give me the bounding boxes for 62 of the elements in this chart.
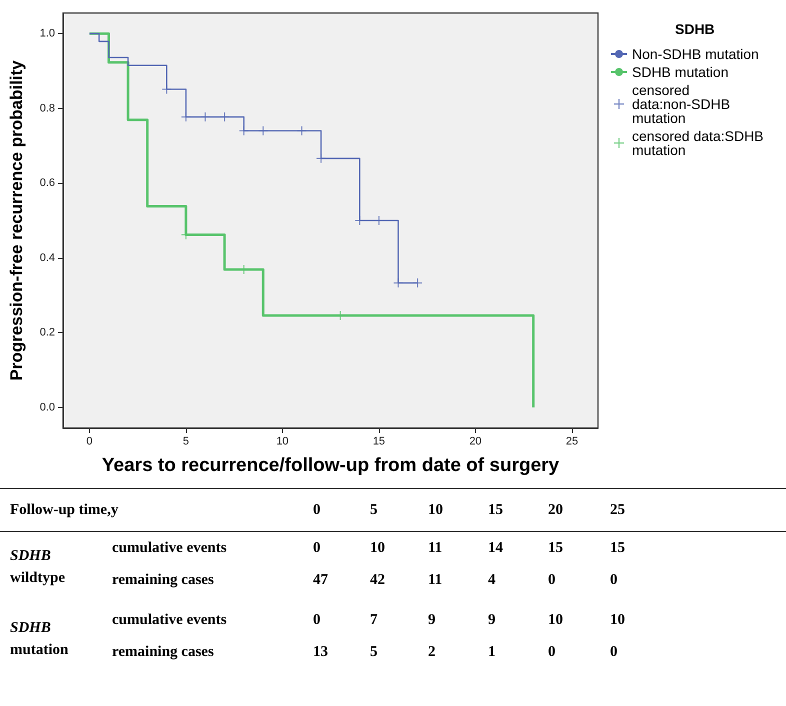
y-axis-title: Progression-free recurrence probability [7, 60, 26, 381]
text: cumulative events [112, 540, 227, 557]
text: 0 [313, 612, 320, 629]
text: 13 [313, 644, 328, 661]
text: 9 [428, 612, 436, 629]
text: 0 [610, 572, 618, 589]
text: 15 [488, 502, 503, 519]
y-tick-label: 0.2 [40, 326, 55, 339]
legend-label: Non-SDHB mutation [632, 46, 759, 62]
text: SDHB wildtype [10, 547, 66, 588]
text: 14 [488, 540, 503, 557]
text: 4 [488, 572, 496, 589]
text: SDHB mutation [10, 619, 68, 660]
text: 10 [548, 612, 563, 629]
text: 1 [488, 644, 496, 661]
text: remaining cases [112, 572, 214, 589]
legend-title: SDHB [675, 21, 715, 37]
point [297, 126, 306, 136]
text: 11 [428, 540, 442, 557]
text: Follow-up time,y [10, 502, 118, 519]
point [239, 126, 248, 136]
text: cumulative events [112, 612, 227, 629]
legend-label: censored data:SDHB mutation [632, 128, 768, 158]
text: 9 [488, 612, 496, 629]
x-tick-label: 5 [182, 436, 190, 448]
text: 0 [548, 572, 556, 589]
legend-label: SDHB mutation [632, 64, 728, 80]
text: 10 [370, 540, 385, 557]
text: 0 [548, 644, 556, 661]
x-tick-label: 20 [469, 436, 482, 448]
y-tick-label: 0.8 [40, 102, 55, 114]
y-tick-label: 0.4 [40, 252, 55, 264]
y-tick-label: 1.0 [40, 28, 55, 40]
text: 0 [610, 644, 618, 661]
text: 10 [610, 612, 625, 629]
text: 10 [428, 502, 443, 519]
legend-label: censored data:non-SDHB mutation [632, 82, 734, 126]
x-tick-label: 10 [276, 436, 289, 448]
text: 42 [370, 572, 385, 589]
text: 47 [313, 572, 328, 589]
text: 0 [313, 502, 320, 519]
x-tick-label: 15 [372, 436, 386, 448]
y-tick-label: 0.0 [40, 401, 55, 414]
y-tick-label: 0.6 [40, 177, 55, 190]
point [200, 112, 210, 122]
text: 15 [610, 540, 625, 557]
x-tick-label: 0 [86, 436, 93, 448]
text: 2 [428, 644, 436, 661]
text: 7 [370, 612, 378, 629]
text: 25 [610, 502, 625, 519]
point [162, 84, 172, 94]
text: 20 [548, 502, 563, 519]
text: 0 [313, 540, 320, 557]
point [394, 278, 403, 288]
x-axis-title: Years to recurrence/follow-up from date of surgery [102, 455, 560, 476]
text: 11 [428, 572, 442, 589]
text: 5 [370, 502, 378, 519]
text: 15 [548, 540, 563, 557]
x-tick-label: 25 [566, 436, 578, 448]
text: remaining cases [112, 644, 214, 661]
point [258, 126, 268, 136]
text: 5 [370, 644, 378, 661]
